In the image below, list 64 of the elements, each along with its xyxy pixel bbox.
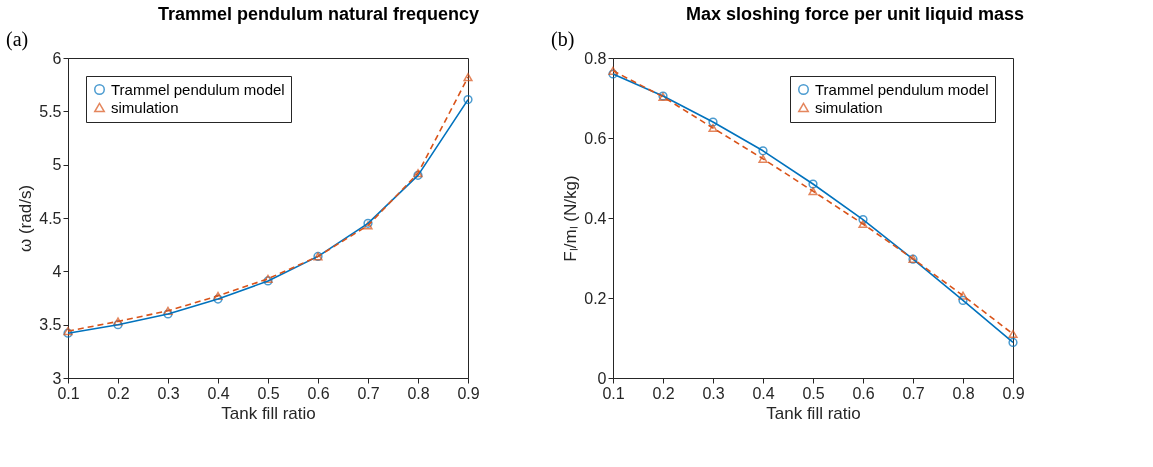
x-tick-label: 0.3 — [702, 384, 725, 402]
y-tick-label: 3 — [52, 369, 62, 387]
point — [1008, 329, 1018, 339]
legend-label: Trammel pendulum model — [815, 80, 989, 98]
y-tick-label: 5 — [52, 156, 62, 174]
x-axis-title: Tank fill ratio — [221, 403, 316, 423]
x-tick-label: 0.2 — [652, 384, 675, 402]
x-tick-label: 0.4 — [752, 384, 775, 402]
point — [163, 309, 173, 319]
x-tick-label: 0.3 — [157, 384, 180, 402]
point — [708, 117, 718, 127]
point — [113, 320, 123, 330]
x-tick-label: 0.1 — [602, 384, 625, 402]
y-tick-label: 0.4 — [584, 209, 607, 227]
point — [163, 306, 173, 315]
x-tick-label: 0.7 — [357, 384, 380, 402]
chart-title: Trammel pendulum natural frequency — [158, 4, 480, 24]
point — [858, 214, 868, 225]
y-tick-label: 0.6 — [584, 129, 607, 147]
point — [808, 187, 818, 196]
point — [213, 291, 223, 300]
y-tick-label: 5.5 — [39, 102, 62, 120]
x-axis-title: Tank fill ratio — [766, 403, 861, 423]
point — [463, 73, 473, 82]
point — [113, 317, 123, 326]
x-tick-label: 0.5 — [257, 384, 280, 402]
x-tick-label: 0.6 — [852, 384, 875, 402]
y-tick-label: 0.8 — [584, 49, 607, 67]
y-tick-label: 4.5 — [39, 209, 62, 227]
legend-label: Trammel pendulum model — [111, 80, 285, 98]
point — [958, 295, 968, 306]
point — [858, 219, 868, 229]
x-tick-label: 0.1 — [57, 384, 80, 402]
point — [608, 66, 618, 75]
point — [758, 154, 768, 163]
x-tick-label: 0.5 — [802, 384, 825, 402]
point — [213, 294, 223, 304]
y-axis-title: ω (rad/s) — [16, 184, 36, 253]
x-tick-label: 0.8 — [407, 384, 430, 402]
point — [758, 146, 768, 156]
x-tick-label: 0.8 — [952, 384, 975, 402]
x-tick-label: 0.9 — [1002, 384, 1025, 402]
y-tick-label: 0 — [597, 369, 607, 387]
x-tick-label: 0.7 — [902, 384, 925, 402]
point — [608, 69, 618, 79]
y-tick-label: 0.2 — [584, 289, 607, 307]
y-tick-label: 4 — [52, 262, 62, 280]
x-tick-label: 0.2 — [107, 384, 130, 402]
x-tick-label: 0.9 — [457, 384, 480, 402]
text: (a) — [6, 28, 29, 51]
point — [708, 123, 718, 133]
point — [463, 94, 473, 105]
chart-title: Max sloshing force per unit liquid mass — [686, 4, 1025, 24]
y-tick-label: 6 — [52, 49, 62, 67]
x-tick-label: 0.4 — [207, 384, 230, 402]
x-tick-label: 0.6 — [307, 384, 330, 402]
point — [958, 291, 968, 300]
point — [1008, 337, 1018, 348]
legend-label: simulation — [815, 98, 883, 116]
legend-label: simulation — [111, 98, 179, 116]
point — [808, 179, 818, 189]
y-axis-title: Fₗ/mₗ (N/kg) — [561, 175, 581, 262]
y-tick-label: 3.5 — [39, 316, 62, 334]
text: (b) — [551, 28, 575, 51]
